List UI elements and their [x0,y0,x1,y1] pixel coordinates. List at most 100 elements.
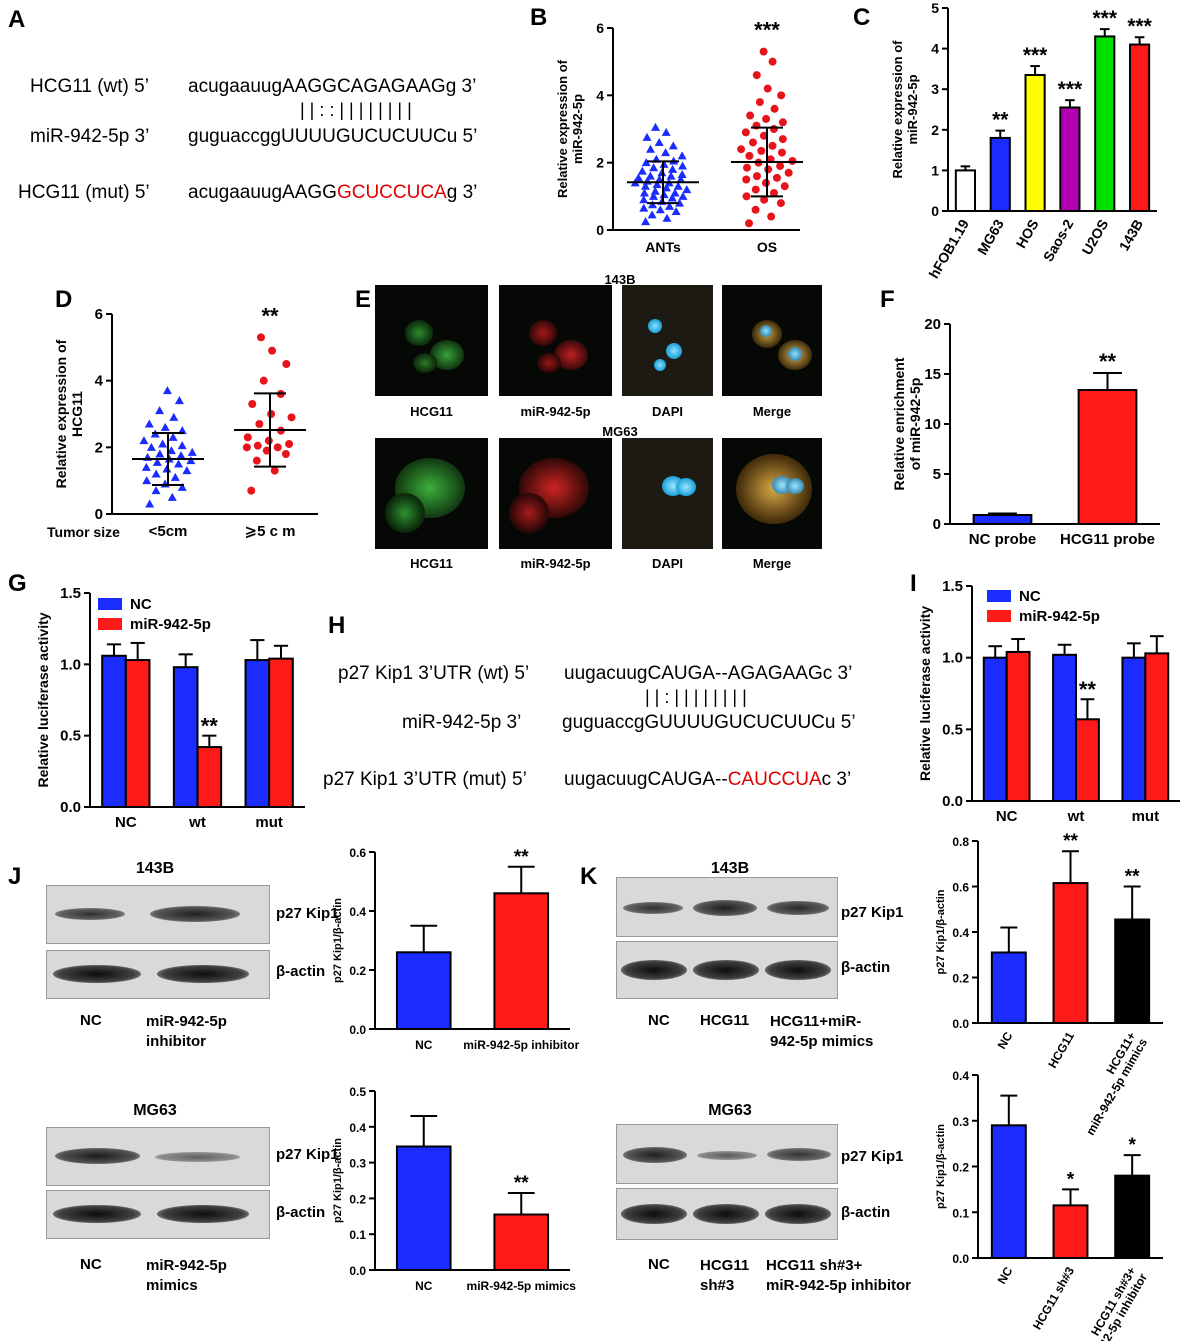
seq-h-row-mut: p27 Kip1 3’UTR (mut) 5’ uugacuugCAUGA--C… [323,769,852,790]
ytick-label-J2-0: 0.0 [349,1264,366,1278]
bar-G-2-0 [244,659,271,809]
point-D-1-4 [262,446,271,455]
point-B-1-27 [759,131,768,140]
xcat-C-4: U2OS [1078,217,1111,258]
xcat-F-1: HCG11 probe [1060,531,1155,548]
ytick-label-F-3: 15 [924,366,941,383]
xcat-K2-0: NC [995,1264,1016,1286]
sig-K1-1: ** [1063,831,1078,852]
point-B-0-36 [678,161,688,170]
xcat-C-1: MG63 [974,216,1007,257]
panel-label-i: I [910,570,917,597]
k-cell-mg63: MG63 [708,1102,752,1119]
sig-F-1: ** [1099,349,1117,374]
ytick-label-K2-2: 0.2 [952,1161,969,1175]
point-B-0-1 [662,213,672,222]
j-143b-actin-label: β-actin [276,963,326,980]
point-D-0-20 [146,442,156,451]
point-D-0-12 [152,457,162,466]
point-B-0-15 [639,188,649,197]
point-B-0-5 [639,203,649,212]
xcat-I-0: NC [996,808,1018,825]
point-B-1-16 [776,162,785,171]
point-B-0-42 [661,148,671,157]
ylabel-C: Relative expression ofmiR-942-5p [890,40,920,179]
sig-C-2: *** [1023,44,1048,67]
xcat-C-0: hFOB1.19 [925,216,972,281]
k-mg63-lane-1: NC [648,1256,670,1273]
micrograph-mg63-mir [499,438,612,549]
sig-K2-2: * [1128,1135,1136,1156]
bar-I-2-0 [1121,656,1147,803]
point-D-0-29 [169,412,179,421]
bar-C-5 [1129,43,1151,213]
micrograph-143b-mir [499,285,612,396]
ytick-label-K1-0: 0.0 [952,1017,969,1031]
point-D-1-2 [252,456,261,465]
bar-I-2-1 [1144,652,1170,802]
xcat-I-2: mut [1132,808,1160,825]
ytick-label-F-2: 10 [924,416,941,433]
point-B-1-9 [761,178,770,187]
ytick-label-I-1: 0.5 [942,721,963,738]
point-D-0-8 [182,466,192,475]
blot-k-143b-actin [616,941,838,999]
point-B-1-25 [748,138,757,147]
ytick-label-K1-4: 0.8 [952,835,969,849]
seq-a-row-mut: HCG11 (mut) 5’ acugaauugAAGGGCUCCUCAg 3’ [18,182,478,203]
ytick-label-I-3: 1.5 [942,578,963,595]
ytick-label-J1-2: 0.4 [349,905,366,919]
point-B-1-34 [770,104,779,113]
point-B-1-14 [764,165,773,174]
ytick-label-K1-1: 0.2 [952,972,969,986]
ytick-label-K2-1: 0.1 [952,1206,969,1220]
j-cell-143b: 143B [135,860,175,877]
point-B-0-45 [654,137,664,146]
seq-h-row-mir: miR-942-5p 3’ guguaccgGUUUUGUCUCUUCu 5’ [402,712,856,733]
j-mg63-p27-label: p27 Kip1 [276,1146,339,1163]
point-D-0-19 [166,446,176,455]
ytick-label-K2-4: 0.4 [952,1069,969,1083]
point-B-1-32 [762,114,771,123]
xcat-K1-1: HCG11 [1045,1029,1077,1070]
ytick-label-C-5: 5 [931,0,939,16]
point-B-1-37 [763,84,772,93]
ylabel-G: Relative luciferase activity [35,612,51,787]
ytick-label-B-0: 0 [596,222,604,238]
ylabel-I: Relative luciferase activity [917,606,933,781]
e-title-143b: 143B [604,272,636,287]
xcat-J1-0: NC [415,1038,433,1052]
point-B-0-30 [645,171,655,180]
point-B-0-34 [668,164,678,173]
ytick-label-J1-1: 0.2 [349,964,366,978]
point-B-0-29 [666,171,676,180]
legend-label-G-1: miR-942-5p [130,616,211,633]
point-B-0-27 [654,175,664,183]
point-D-1-9 [264,436,273,445]
bar-G-0-0 [101,654,127,808]
point-D-0-18 [187,447,197,456]
point-B-0-17 [650,186,660,195]
point-B-0-37 [659,159,669,168]
point-B-0-20 [640,181,650,190]
ylabel-B: Relative expression ofmiR-942-5p [555,59,585,198]
ytick-label-K2-3: 0.3 [952,1115,969,1129]
ylabel-D: Relative expression ofHCG11 [53,339,85,488]
point-B-0-12 [649,191,659,200]
ytick-label-F-4: 20 [924,316,941,333]
point-B-0-35 [649,163,659,172]
xcat-C-3: Saos-2 [1040,216,1077,264]
j-mg63-lane-1: NC [80,1256,102,1273]
ytick-label-J1-0: 0.0 [349,1023,366,1037]
point-B-0-14 [659,190,669,199]
point-D-1-5 [242,443,251,452]
legend-swatch-G-0 [98,598,122,610]
legend-swatch-I-0 [987,590,1011,602]
point-D-0-2 [151,486,161,495]
point-D-0-21 [177,441,187,450]
ytick-label-D-0: 0 [95,506,103,523]
bar-G-1-1 [196,746,223,809]
point-B-0-41 [677,151,687,160]
point-D-0-17 [155,449,165,458]
